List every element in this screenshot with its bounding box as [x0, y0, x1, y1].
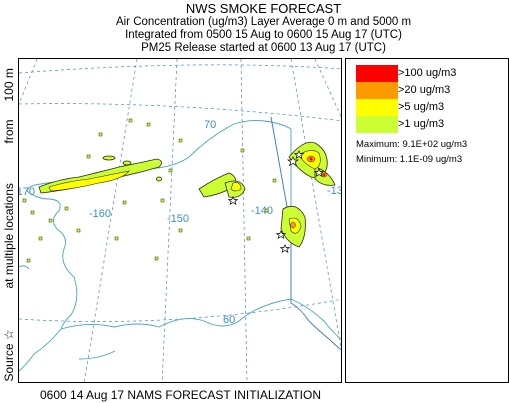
map-canvas: -170 -160 -150 -140 -130 70 60 — [19, 59, 342, 383]
integration-period: Integrated from 0500 15 Aug to 0600 15 A… — [18, 29, 509, 41]
locations-label: at multiple locations — [0, 183, 18, 288]
concentration-description: Air Concentration (ug/m3) Layer Average … — [18, 16, 509, 28]
parallel-lines — [19, 65, 342, 322]
lon-label: -140 — [251, 205, 273, 217]
smoke-map: -170 -160 -150 -140 -130 70 60 — [18, 58, 342, 383]
source-side-label: Source ☆ at multiple locations from 100 … — [0, 58, 18, 383]
legend-label-100: >100 ug/m3 — [398, 65, 456, 82]
forecast-initialization: 0600 14 Aug 17 NAMS FORECAST INITIALIZAT… — [40, 388, 321, 402]
legend-label-1: >1 ug/m3 — [398, 116, 444, 133]
lon-label: -150 — [167, 213, 189, 225]
release-start: PM25 Release started at 0600 13 Aug 17 (… — [18, 42, 509, 54]
legend-label-20: >20 ug/m3 — [398, 82, 450, 99]
legend-swatch-100 — [356, 65, 398, 82]
legend-label-5: >5 ug/m3 — [398, 99, 444, 116]
source-label: Source ☆ — [0, 329, 18, 381]
lat-label: 70 — [204, 119, 216, 131]
legend-swatch-1 — [356, 116, 398, 133]
lon-label: -170 — [19, 186, 35, 198]
lon-label: -130 — [327, 185, 342, 197]
from-label: from — [0, 119, 18, 143]
map-title: NWS SMOKE FORECAST — [18, 1, 509, 16]
maximum-value: Maximum: 9.1E+02 ug/m3 — [356, 139, 467, 150]
minimum-value: Minimum: 1.1E-09 ug/m3 — [356, 154, 462, 165]
concentration-legend: >100 ug/m3 >20 ug/m3 >5 ug/m3 >1 ug/m3 M… — [345, 58, 509, 383]
legend-swatch-20 — [356, 82, 398, 99]
lon-label: -160 — [89, 208, 111, 220]
legend-swatch-5 — [356, 99, 398, 116]
height-label: 100 m — [0, 68, 18, 101]
